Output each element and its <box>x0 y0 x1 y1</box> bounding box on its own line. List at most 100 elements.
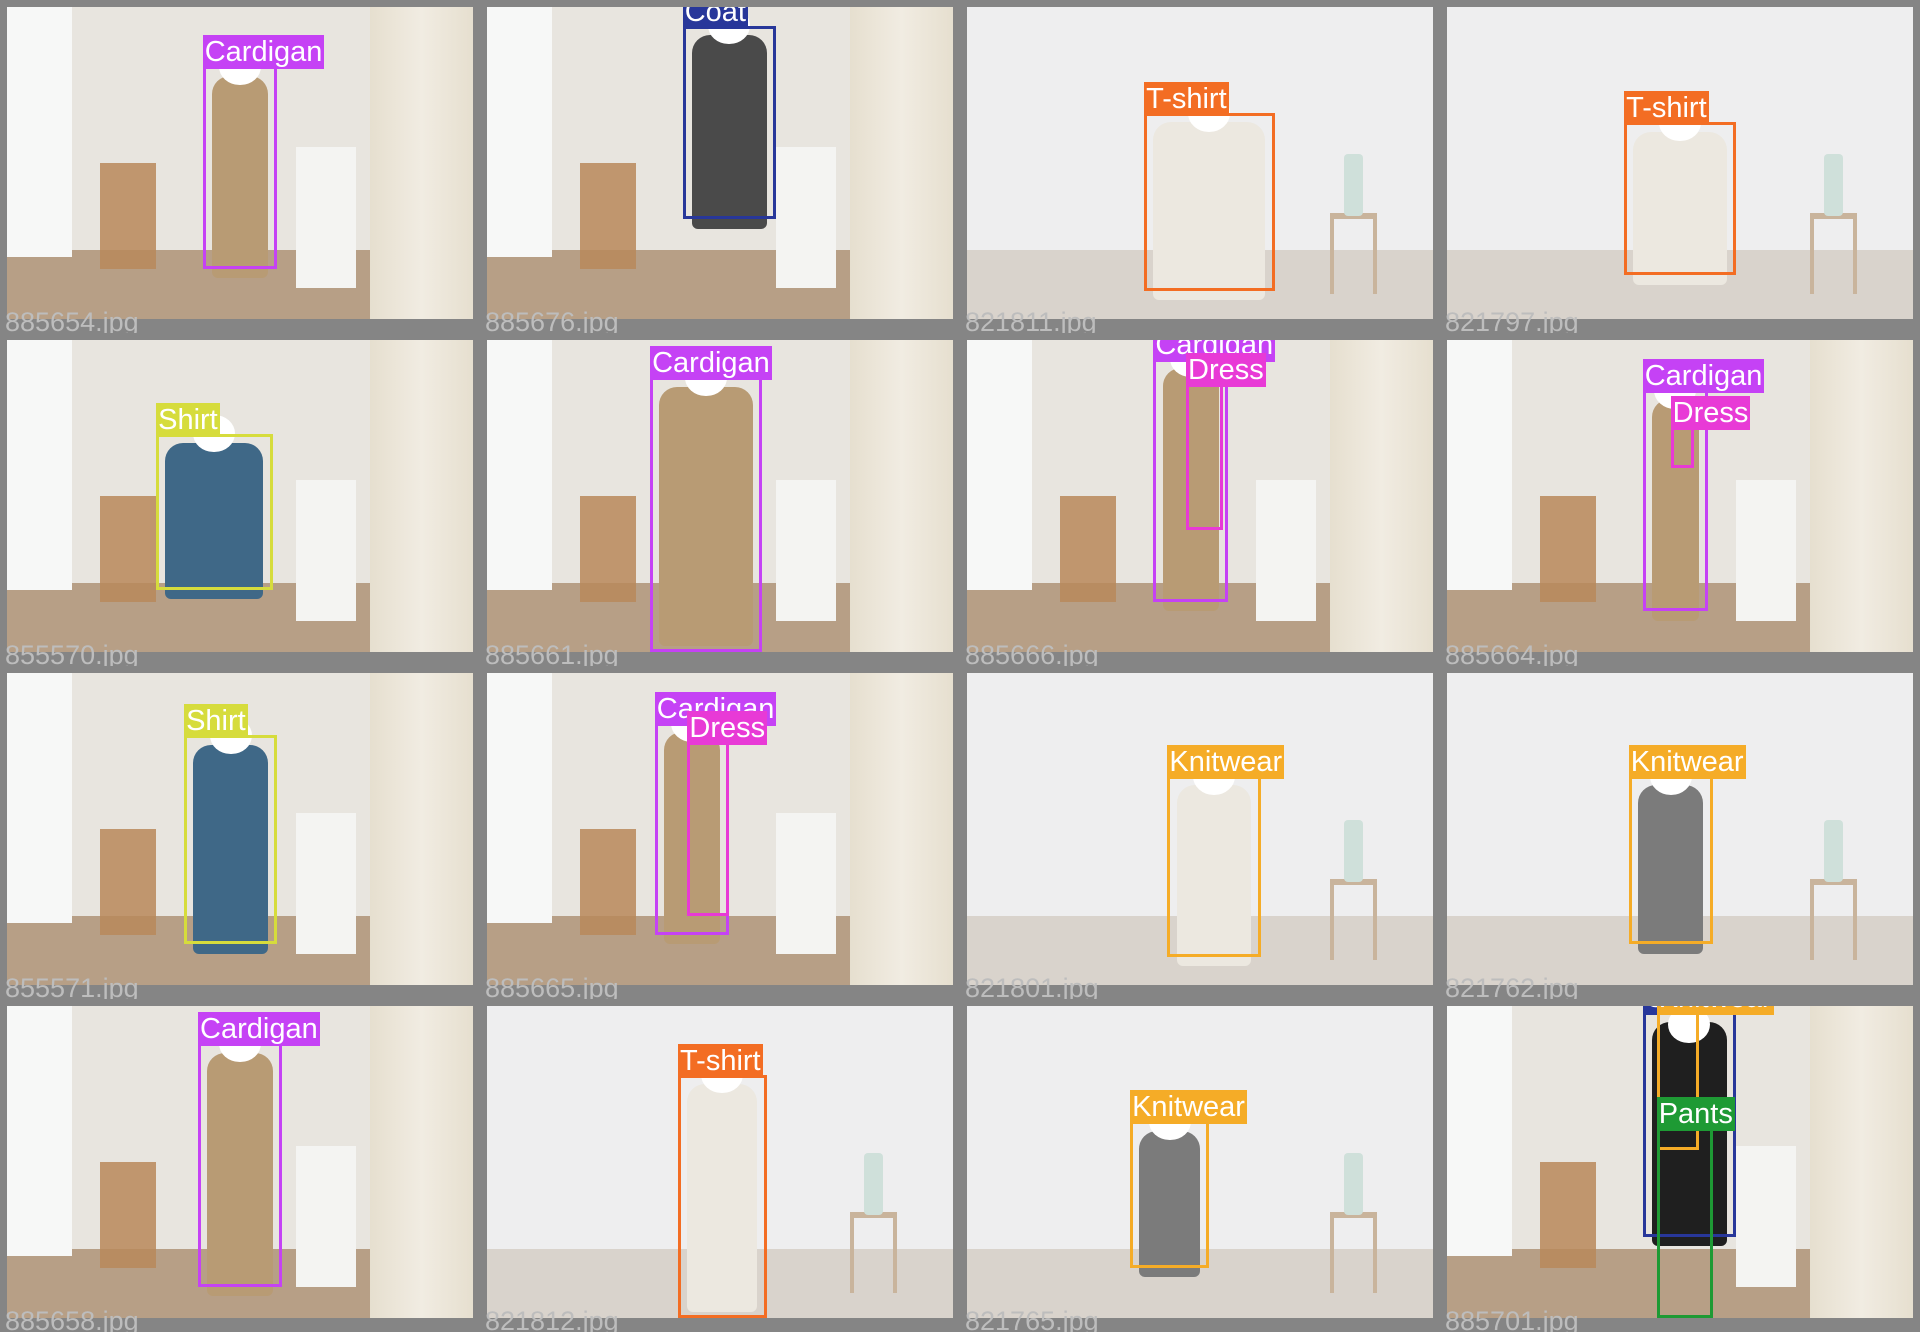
filename-label: 855571.jpg <box>5 973 139 999</box>
photo: CoatKnitwearPants <box>1447 1006 1913 1318</box>
stool <box>580 163 636 269</box>
bounding-box <box>1130 1121 1209 1268</box>
bounding-box-label: Cardigan <box>203 35 325 69</box>
image-tile[interactable]: Cardigan Dress 885664.jpg <box>1440 333 1920 666</box>
image-tile[interactable]: Knitwear 821762.jpg <box>1440 666 1920 999</box>
pedestal <box>1736 480 1797 620</box>
window <box>7 673 72 923</box>
side-table <box>1330 879 1377 960</box>
pedestal <box>1256 480 1317 620</box>
stool <box>580 496 636 602</box>
stool <box>1540 1162 1596 1268</box>
bounding-box <box>1144 113 1274 291</box>
stool <box>580 829 636 935</box>
filename-label: 821797.jpg <box>1445 307 1579 333</box>
pedestal <box>296 480 357 620</box>
bounding-box-label: T-shirt <box>1144 82 1229 116</box>
filename-label: 821812.jpg <box>485 1306 619 1332</box>
stool <box>100 163 156 269</box>
pedestal <box>296 1146 357 1286</box>
curtain <box>1810 340 1913 652</box>
bounding-box <box>156 434 273 590</box>
bounding-box-label: Knitwear <box>1657 1006 1774 1015</box>
pedestal <box>296 813 357 953</box>
filename-label: 821801.jpg <box>965 973 1099 999</box>
image-tile[interactable]: Cardigan Dress 885666.jpg <box>960 333 1440 666</box>
filename-label: 885665.jpg <box>485 973 619 999</box>
image-tile[interactable]: Coat 885676.jpg <box>480 0 960 333</box>
image-tile[interactable]: Cardigan 885658.jpg <box>0 999 480 1332</box>
bounding-box-label: T-shirt <box>678 1044 763 1078</box>
stool <box>1540 496 1596 602</box>
window <box>7 7 72 257</box>
bounding-box <box>1629 776 1713 944</box>
image-tile[interactable]: Cardigan 885654.jpg <box>0 0 480 333</box>
photo: Knitwear <box>967 673 1433 985</box>
stool <box>1060 496 1116 602</box>
bounding-box-label: Dress <box>687 711 767 745</box>
bounding-box <box>184 735 277 944</box>
pedestal <box>776 480 837 620</box>
window <box>7 340 72 590</box>
curtain <box>370 340 473 652</box>
bounding-box-label: Cardigan <box>650 346 772 380</box>
side-table <box>1810 213 1857 294</box>
image-tile[interactable]: Cardigan 885661.jpg <box>480 333 960 666</box>
bounding-box-label: Cardigan <box>198 1012 320 1046</box>
photo: T-shirt <box>967 7 1433 319</box>
bounding-box <box>1186 384 1223 531</box>
curtain <box>850 673 953 985</box>
filename-label: 885701.jpg <box>1445 1306 1579 1332</box>
pedestal <box>1736 1146 1797 1286</box>
photo: Knitwear <box>967 1006 1433 1318</box>
photo: Shirt <box>7 673 473 985</box>
curtain <box>370 1006 473 1318</box>
image-tile[interactable]: T-shirt 821811.jpg <box>960 0 1440 333</box>
window <box>1447 1006 1512 1256</box>
filename-label: 885654.jpg <box>5 307 139 333</box>
bounding-box-label: Pants <box>1657 1097 1735 1131</box>
vase <box>1344 1153 1363 1215</box>
vase <box>864 1153 883 1215</box>
photo: Cardigan Dress <box>1447 340 1913 652</box>
photo: Cardigan <box>7 7 473 319</box>
vase <box>1344 820 1363 882</box>
stool <box>100 829 156 935</box>
bounding-box-label: Shirt <box>184 704 248 738</box>
curtain <box>850 7 953 319</box>
image-tile[interactable]: T-shirt 821812.jpg <box>480 999 960 1332</box>
bounding-box <box>203 66 278 269</box>
bounding-box-label: Cardigan <box>1643 359 1765 393</box>
stool <box>100 1162 156 1268</box>
bounding-box <box>683 26 776 219</box>
side-table <box>1330 1212 1377 1293</box>
curtain <box>370 7 473 319</box>
curtain <box>370 673 473 985</box>
image-tile[interactable]: CoatKnitwearPants885701.jpg <box>1440 999 1920 1332</box>
window <box>487 340 552 590</box>
window <box>487 673 552 923</box>
image-tile[interactable]: Shirt 855571.jpg <box>0 666 480 999</box>
bounding-box <box>198 1043 282 1286</box>
image-tile[interactable]: Cardigan Dress 885665.jpg <box>480 666 960 999</box>
filename-label: 855570.jpg <box>5 640 139 666</box>
photo: Cardigan <box>487 340 953 652</box>
bounding-box <box>687 742 729 917</box>
bounding-box-label: Knitwear <box>1629 745 1746 779</box>
image-tile[interactable]: Knitwear 821801.jpg <box>960 666 1440 999</box>
pedestal <box>296 147 357 287</box>
window <box>487 7 552 257</box>
photo: Cardigan <box>7 1006 473 1318</box>
window <box>1447 340 1512 590</box>
filename-label: 821765.jpg <box>965 1306 1099 1332</box>
image-tile[interactable]: Knitwear 821765.jpg <box>960 999 1440 1332</box>
filename-label: 821811.jpg <box>965 307 1097 333</box>
window <box>7 1006 72 1256</box>
bounding-box-label: Dress <box>1671 396 1751 430</box>
bounding-box-label: Shirt <box>156 403 220 437</box>
image-tile[interactable]: T-shirt 821797.jpg <box>1440 0 1920 333</box>
image-tile[interactable]: Shirt 855570.jpg <box>0 333 480 666</box>
photo: Shirt <box>7 340 473 652</box>
bounding-box-label: Coat <box>683 7 748 29</box>
